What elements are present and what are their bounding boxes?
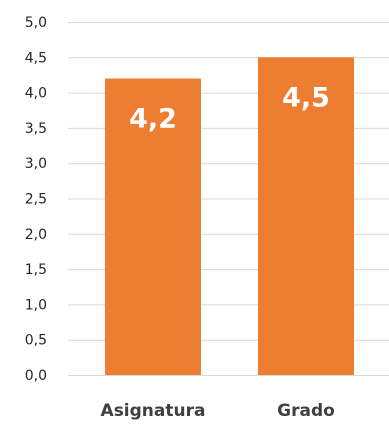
y-axis-tick-labels: 0,0 0,5 1,0 1,5 2,0 2,5 3,0 3,5 4,0 4,5 5,0 (25, 15, 47, 384)
x-category-label: Asignatura (101, 401, 206, 421)
y-tick-label: 0,0 (25, 368, 47, 384)
y-tick-label: 4,5 (25, 50, 47, 66)
y-tick-label: 0,5 (25, 333, 47, 349)
bar-value-labels: 4,2 4,5 (129, 82, 330, 134)
y-tick-label: 1,5 (25, 262, 47, 278)
y-tick-label: 5,0 (25, 15, 47, 31)
x-axis-category-labels: Asignatura Grado (101, 401, 335, 421)
bar-value-label: 4,2 (129, 103, 177, 134)
y-tick-label: 2,0 (25, 227, 47, 243)
y-tick-label: 3,0 (25, 156, 47, 172)
y-tick-label: 2,5 (25, 192, 47, 208)
bar (105, 78, 201, 375)
y-tick-label: 1,0 (25, 297, 47, 313)
bars (105, 57, 354, 376)
y-tick-label: 3,5 (25, 121, 47, 137)
bar (258, 57, 354, 376)
y-tick-label: 4,0 (25, 86, 47, 102)
x-category-label: Grado (277, 401, 335, 421)
bar-value-label: 4,5 (282, 82, 330, 113)
